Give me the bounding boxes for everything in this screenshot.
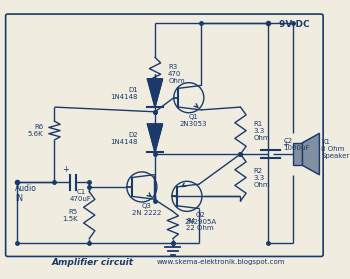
Text: R1
3.3
Ohm: R1 3.3 Ohm: [254, 121, 270, 141]
Text: www.skema-elektronik.blogspot.com: www.skema-elektronik.blogspot.com: [156, 259, 285, 265]
Text: K1
8 Ohm
Speaker: K1 8 Ohm Speaker: [321, 140, 350, 159]
Text: C1
470uF: C1 470uF: [70, 189, 92, 202]
Text: Audio
IN: Audio IN: [15, 184, 37, 203]
Text: R6
5.6K: R6 5.6K: [28, 124, 43, 137]
Text: Q1
2N3053: Q1 2N3053: [180, 114, 207, 127]
Text: D1
1N4148: D1 1N4148: [111, 86, 138, 100]
Text: 9V DC: 9V DC: [279, 20, 309, 29]
Bar: [293, 143, 302, 165]
Text: Amplifier circuit: Amplifier circuit: [52, 258, 134, 267]
Text: R5
1.5K: R5 1.5K: [62, 209, 78, 222]
Text: +: +: [282, 140, 289, 149]
Polygon shape: [147, 124, 162, 152]
Text: +: +: [63, 165, 70, 174]
Polygon shape: [147, 79, 162, 107]
Text: R4
22 Ohm: R4 22 Ohm: [186, 218, 214, 231]
Text: Q2
2N2905A: Q2 2N2905A: [184, 212, 216, 225]
Text: D2
1N4148: D2 1N4148: [111, 132, 138, 145]
Polygon shape: [302, 133, 320, 175]
Text: Q3
2N 2222: Q3 2N 2222: [132, 203, 161, 216]
Text: C2
1000uF: C2 1000uF: [284, 138, 310, 151]
Text: R2
3.3
Ohm: R2 3.3 Ohm: [254, 168, 270, 187]
Text: R3
470
Ohm: R3 470 Ohm: [168, 64, 185, 84]
